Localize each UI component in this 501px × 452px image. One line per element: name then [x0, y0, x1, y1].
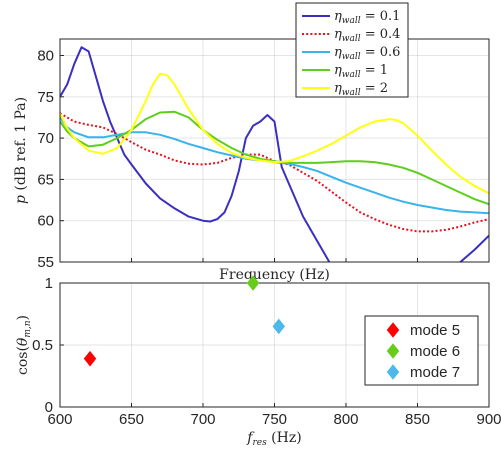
legend-symbol: η [334, 9, 342, 24]
bottom-x-axis-label: fres (Hz) [246, 430, 301, 448]
x-label-text: (Hz) [267, 430, 302, 446]
legend-subscript: wall [342, 34, 361, 44]
legend-value: = 1 [361, 63, 388, 78]
legend-subscript: wall [342, 16, 361, 26]
top-ytick-label: 70 [37, 130, 54, 147]
bottom-ytick-label: 0 [45, 399, 53, 416]
bottom-xtick-label: 650 [119, 411, 144, 428]
bottom-legend: mode 5 mode 6 mode 7 [365, 316, 478, 385]
legend-subscript: wall [342, 70, 361, 80]
y-label-symbol: p [13, 195, 29, 204]
legend-value: = 0.6 [361, 45, 401, 60]
legend-entry-mode-6: mode 6 [410, 343, 460, 360]
bottom-xtick-label: 750 [262, 411, 287, 428]
bottom-y-axis-label: cos(θm,n) [15, 315, 33, 375]
bottom-ytick-label: 0.5 [32, 337, 53, 354]
legend-symbol: η [334, 45, 342, 60]
bottom-xtick-label: 850 [405, 411, 430, 428]
y-label-post: ) [15, 315, 31, 320]
legend-value: = 2 [361, 81, 388, 96]
legend-entry-mode-5: mode 5 [410, 322, 460, 339]
top-x-axis-label: Frequency (Hz) [219, 267, 330, 283]
y-label-text: (dB ref. 1 Pa) [13, 97, 29, 195]
x-label-subscript: res [252, 438, 267, 448]
top-ytick-label: 80 [37, 48, 54, 65]
legend-value: = 0.4 [361, 27, 401, 42]
legend-subscript: wall [342, 52, 361, 62]
legend-symbol: η [334, 81, 342, 96]
legend-symbol: η [334, 27, 342, 42]
scatter-point-mode-5 [84, 352, 95, 366]
legend-symbol: η [334, 63, 342, 78]
bottom-xtick-label: 800 [333, 411, 358, 428]
top-ytick-label: 55 [37, 254, 54, 271]
legend-value: = 0.1 [361, 9, 401, 24]
legend-entry-mode-7: mode 7 [410, 364, 460, 381]
top-ytick-label: 60 [37, 213, 54, 230]
top-ytick-label: 65 [37, 171, 54, 188]
top-panel: 55 60 65 70 75 80 Frequency (Hz) p (dB ref. 1 P… [13, 39, 489, 320]
bottom-xtick-label: 700 [190, 411, 215, 428]
bottom-ytick-label: 1 [45, 275, 53, 292]
top-y-axis-label: p (dB ref. 1 Pa) [13, 97, 29, 204]
y-label-pre: cos( [15, 346, 31, 375]
bottom-xtick-label: 900 [476, 411, 501, 428]
top-ytick-label: 75 [37, 89, 54, 106]
y-label-subscript: m,n [23, 320, 33, 337]
legend-subscript: wall [342, 88, 361, 98]
